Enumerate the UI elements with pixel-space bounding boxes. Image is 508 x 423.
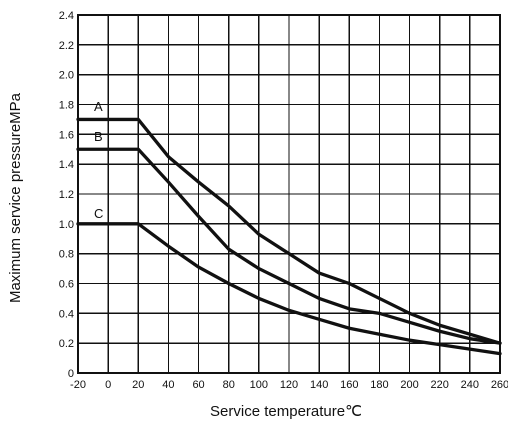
x-tick-label: 20: [132, 379, 144, 391]
x-tick-label: 60: [192, 379, 204, 391]
series-line-a: [76, 117, 502, 345]
x-tick-label: 260: [491, 379, 508, 391]
y-tick-label: 1.8: [59, 100, 74, 112]
series-label-a: A: [94, 99, 103, 114]
y-tick-label: 2.4: [59, 10, 74, 22]
y-tick-label: 2.2: [59, 40, 74, 52]
x-tick-label: 160: [340, 379, 358, 391]
series-label-b: B: [94, 129, 103, 144]
plot-frame: [77, 14, 501, 374]
y-tick-label: 0.4: [59, 308, 74, 320]
y-tick-label: 0.8: [59, 249, 74, 261]
y-tick-label: 1.6: [59, 129, 74, 141]
y-tick-label: 0.2: [59, 338, 74, 350]
x-tick-label: 240: [461, 379, 479, 391]
axis-layer: Service temperature℃ Maximum service pre…: [7, 92, 362, 420]
y-tick-label: 0.6: [59, 279, 74, 291]
x-tick-label: 80: [223, 379, 235, 391]
series-layer: [76, 117, 502, 356]
series-line-c: [76, 222, 502, 356]
y-tick-label: 1.2: [59, 189, 74, 201]
x-tick-label: 100: [250, 379, 268, 391]
y-tick-label: 1.4: [59, 159, 74, 171]
x-axis-title: Service temperature℃: [210, 403, 362, 420]
x-tick-label: 40: [162, 379, 174, 391]
y-tick-label: 0: [68, 368, 74, 380]
x-tick-label: 0: [105, 379, 111, 391]
y-tick-label: 1.0: [59, 219, 74, 231]
x-tick-label: 220: [431, 379, 449, 391]
y-tick-label: 2.0: [59, 70, 74, 82]
x-tick-label: 200: [400, 379, 418, 391]
y-axis-title: Maximum service pressureMPa: [7, 92, 24, 303]
x-tick-label: 140: [310, 379, 328, 391]
series-line-b: [76, 147, 502, 345]
x-tick-label: 180: [370, 379, 388, 391]
series-label-c: C: [94, 206, 103, 221]
series-label-layer: AB C: [94, 99, 103, 221]
grid-layer: -20 0 20 40 60 80 100 120 140 160 180 200 220 240 2600…: [59, 10, 508, 391]
x-tick-label: 120: [280, 379, 298, 391]
x-tick-label: -20: [70, 379, 86, 391]
